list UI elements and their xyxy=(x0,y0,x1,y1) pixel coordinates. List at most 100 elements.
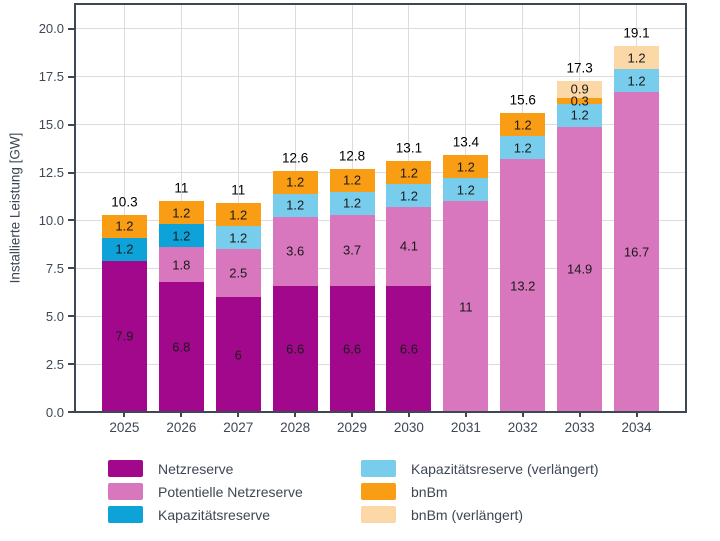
bar-segment xyxy=(614,92,660,412)
bar-segment-label: 6.8 xyxy=(172,339,191,355)
bar-segment xyxy=(386,285,432,412)
legend-swatch xyxy=(361,460,396,477)
bar-segment-label: 13.2 xyxy=(510,278,536,294)
legend-item: Netzreserve xyxy=(108,457,361,480)
bar-segment xyxy=(386,207,432,286)
bar-total-label: 12.6 xyxy=(282,150,309,166)
bar-segment xyxy=(101,237,147,261)
x-tick-label: 2029 xyxy=(337,420,368,435)
y-tick-mark xyxy=(68,267,75,270)
bar-segment xyxy=(500,113,546,137)
bar-segment-label: 3.6 xyxy=(286,243,305,259)
legend-item: bnBm (verlängert) xyxy=(361,503,599,526)
bar-segment-label: 4.1 xyxy=(399,238,418,254)
legend-swatch xyxy=(108,483,143,500)
bar-segment xyxy=(614,69,660,93)
bar-segment-label: 3.7 xyxy=(343,242,362,258)
bar-segment-label: 0.3 xyxy=(570,93,589,109)
legend-label: bnBm xyxy=(411,483,448,500)
y-tick-label: 20.0 xyxy=(38,21,64,37)
bar-segment-label: 1.2 xyxy=(570,107,589,123)
legend-label: Potentielle Netzreserve xyxy=(158,483,303,500)
bar-segment-label: 0.9 xyxy=(570,81,589,97)
gridline-horizontal xyxy=(75,28,686,30)
bar-segment xyxy=(500,136,546,160)
bar-segment-label: 1.2 xyxy=(286,197,305,213)
bar-segment xyxy=(101,214,147,238)
x-tick-label: 2032 xyxy=(507,420,538,435)
bar-segment-label: 6.6 xyxy=(399,341,418,357)
x-tick-label: 2030 xyxy=(393,420,424,435)
bar-segment-label: 1.2 xyxy=(399,188,418,204)
y-tick-mark xyxy=(68,315,75,318)
bar-segment xyxy=(272,170,318,194)
bar-segment xyxy=(443,178,489,202)
bar-segment xyxy=(614,46,660,70)
bar-total-label: 13.1 xyxy=(395,140,423,156)
y-tick-label: 2.5 xyxy=(45,356,64,372)
bar-segment xyxy=(215,203,261,227)
bar-segment xyxy=(386,184,432,208)
legend-label: bnBm (verlängert) xyxy=(411,506,524,523)
bar-segment xyxy=(329,285,375,412)
legend-swatch xyxy=(361,506,396,523)
legend-item: Kapazitätsreserve (verlängert) xyxy=(361,457,599,480)
y-tick-label: 12.5 xyxy=(38,165,64,181)
x-tick-label: 2031 xyxy=(450,420,481,435)
bar-segment-label: 1.2 xyxy=(229,207,248,223)
bar-segment-label: 1.2 xyxy=(627,73,646,89)
bar-segment-label: 1.2 xyxy=(456,159,475,175)
y-tick-label: 17.5 xyxy=(38,69,64,85)
bar-segment xyxy=(101,260,147,412)
x-tick-mark xyxy=(635,412,638,417)
legend-item: bnBm xyxy=(361,480,599,503)
y-tick-mark xyxy=(68,75,75,78)
gridline-horizontal xyxy=(75,76,686,78)
y-tick-mark xyxy=(68,27,75,30)
bar-segment xyxy=(272,193,318,217)
legend-item: Kapazitätsreserve xyxy=(108,503,361,526)
bar-segment-label: 1.8 xyxy=(172,257,191,272)
gridline-horizontal xyxy=(75,267,686,269)
bar-segment xyxy=(158,224,204,248)
bar-total-label: 17.3 xyxy=(566,60,593,76)
x-tick-mark xyxy=(351,412,354,417)
legend-column-left: Netzreserve Potentielle Netzreserve Kapazi… xyxy=(108,457,361,526)
y-tick-mark xyxy=(68,123,75,126)
bar-segment xyxy=(329,191,375,215)
bar-segment-label: 6.6 xyxy=(343,341,362,357)
x-tick-mark xyxy=(180,412,183,417)
x-tick-label: 2034 xyxy=(621,420,652,435)
bar-segment-label: 1.2 xyxy=(172,228,191,244)
bar-segment-label: 14.9 xyxy=(566,261,593,277)
bar-segment xyxy=(557,126,603,412)
bar-segment xyxy=(215,249,261,298)
bar-segment-label: 1.2 xyxy=(456,182,475,198)
bar-total-label: 13.4 xyxy=(452,134,479,150)
x-tick-label: 2028 xyxy=(280,420,311,435)
x-tick-mark xyxy=(123,412,126,417)
bar-segment-label: 1.2 xyxy=(286,174,305,190)
bar-segment-label: 6.6 xyxy=(286,341,305,357)
x-tick-label: 2026 xyxy=(166,420,197,435)
legend-column-right: Kapazitätsreserve (verlängert) bnBm bnBm (… xyxy=(361,457,599,526)
bar-segment xyxy=(557,97,603,104)
x-tick-mark xyxy=(294,412,297,417)
gridline-horizontal xyxy=(75,172,686,174)
bar-segment xyxy=(215,297,261,412)
legend-label: Kapazitätsreserve xyxy=(158,506,271,523)
bar-segment-label: 1.2 xyxy=(627,50,646,66)
bar-segment xyxy=(272,216,318,286)
bar-segment xyxy=(557,103,603,127)
bar-segment-label: 1.2 xyxy=(172,205,191,221)
gridline-horizontal xyxy=(75,124,686,126)
bar-segment xyxy=(443,155,489,179)
bar-segment-label: 1.2 xyxy=(115,218,134,234)
bar-segment xyxy=(557,80,603,98)
x-tick-label: 2025 xyxy=(109,420,140,435)
bar-segment xyxy=(272,285,318,412)
bar-total-label: 12.8 xyxy=(338,148,366,164)
bar-segment-label: 1.2 xyxy=(229,230,248,246)
gridline-horizontal xyxy=(75,315,686,317)
bar-segment xyxy=(215,226,261,250)
